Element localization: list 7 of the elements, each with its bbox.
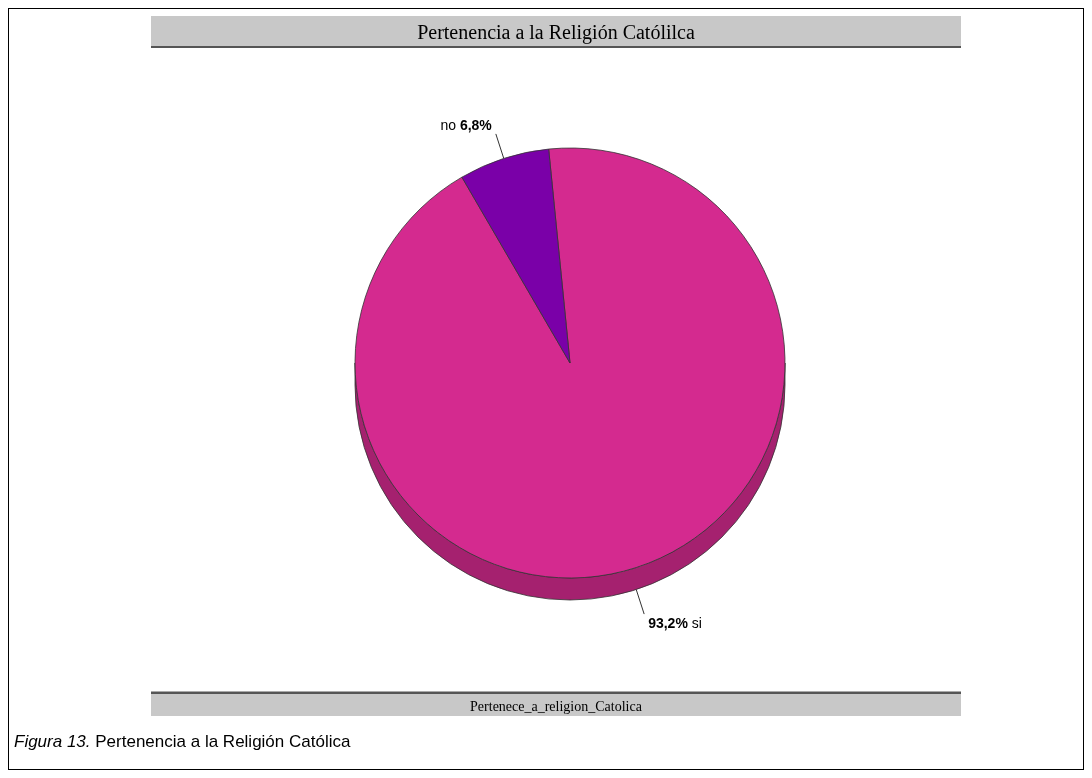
text: Pertenece_a_religion_Catolica bbox=[470, 699, 643, 714]
chart-title: Pertenencia a la Religión Católilca bbox=[417, 21, 695, 44]
data-label: 6,8% bbox=[459, 116, 493, 133]
slice-label: no bbox=[440, 116, 460, 133]
data-label: 93,2% bbox=[648, 615, 689, 632]
text: Figura 13. Pertenencia a la Religión Católica bbox=[14, 732, 351, 751]
slice-label: si bbox=[687, 615, 702, 632]
